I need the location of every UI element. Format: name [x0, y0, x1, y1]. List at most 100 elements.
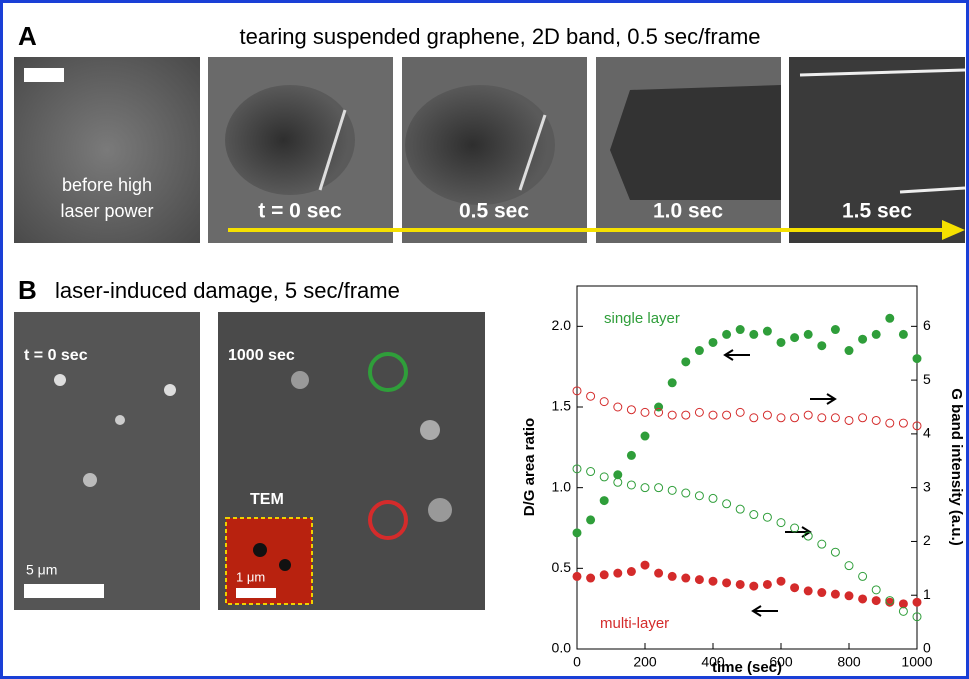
series-label: single layer: [604, 310, 680, 327]
point: [682, 489, 690, 497]
point: [777, 414, 785, 422]
frames: before high laser power t = 0 sec 0.5 se…: [14, 57, 965, 243]
x-tick-label: 400: [701, 654, 725, 670]
point: [668, 411, 676, 419]
point: [872, 416, 880, 424]
point: [750, 330, 758, 338]
point: [614, 471, 622, 479]
point: [750, 511, 758, 519]
point: [872, 597, 880, 605]
point: [859, 595, 867, 603]
point: [763, 327, 771, 335]
image-label: 1000 sec: [228, 347, 295, 364]
point: [668, 486, 676, 494]
y2-tick-label: 5: [923, 371, 931, 387]
y-tick-label: 0.0: [552, 640, 572, 656]
y2-tick-label: 3: [923, 478, 931, 494]
point: [682, 411, 690, 419]
y2-tick-label: 6: [923, 317, 931, 333]
point: [627, 481, 635, 489]
scale-label: 1 μm: [236, 569, 265, 584]
point: [831, 548, 839, 556]
figure: A tearing suspended graphene, 2D band, 0…: [0, 0, 969, 679]
point: [791, 414, 799, 422]
frame-label: laser power: [60, 201, 153, 221]
image-label: t = 0 sec: [24, 347, 88, 364]
point: [641, 408, 649, 416]
point: [791, 334, 799, 342]
point: [600, 497, 608, 505]
point: [899, 607, 907, 615]
x-tick-label: 1000: [901, 654, 932, 670]
axis-arrow: [810, 394, 835, 404]
point: [859, 572, 867, 580]
y2-tick-label: 1: [923, 586, 931, 602]
y2-tick-label: 2: [923, 532, 931, 548]
point: [831, 590, 839, 598]
point: [736, 505, 744, 513]
spot: [54, 374, 66, 386]
spot: [164, 384, 176, 396]
frame-label: t = 0 sec: [258, 200, 342, 223]
point: [818, 589, 826, 597]
scale-bar: [236, 588, 276, 598]
point: [641, 484, 649, 492]
point: [655, 484, 663, 492]
point: [804, 587, 812, 595]
point: [886, 314, 894, 322]
point: [723, 500, 731, 508]
scale-bar: [24, 584, 104, 598]
point: [831, 326, 839, 334]
point: [750, 414, 758, 422]
point: [709, 411, 717, 419]
y2-tick-label: 0: [923, 640, 931, 656]
spot: [428, 498, 452, 522]
hole: [610, 85, 781, 200]
spot: [115, 415, 125, 425]
point: [655, 569, 663, 577]
point: [600, 571, 608, 579]
point: [777, 577, 785, 585]
point: [736, 408, 744, 416]
point: [587, 392, 595, 400]
page: A tearing suspended graphene, 2D band, 0…: [0, 0, 969, 679]
axis-arrow: [785, 527, 810, 537]
point: [845, 562, 853, 570]
x-tick-label: 0: [573, 654, 581, 670]
hole: [405, 85, 555, 205]
y-axis-label: D/G area ratio: [521, 418, 538, 516]
x-tick-label: 600: [769, 654, 793, 670]
scale-bar: [24, 68, 64, 82]
panel-label: A: [18, 21, 37, 51]
point: [723, 579, 731, 587]
y-tick-label: 0.5: [552, 559, 572, 575]
frame-label: 0.5 sec: [459, 200, 529, 223]
point: [627, 406, 635, 414]
point: [709, 494, 717, 502]
point: [818, 342, 826, 350]
point: [695, 347, 703, 355]
point: [600, 473, 608, 481]
panel-title: laser-induced damage, 5 sec/frame: [55, 278, 400, 303]
chart: time (sec) D/G area ratio G band intensi…: [521, 286, 965, 676]
point: [614, 478, 622, 486]
point: [695, 576, 703, 584]
point: [872, 330, 880, 338]
panel-title: tearing suspended graphene, 2D band, 0.5…: [239, 24, 760, 49]
inset-label: TEM: [250, 491, 284, 508]
point: [641, 432, 649, 440]
point: [818, 540, 826, 548]
point: [804, 411, 812, 419]
series-label: multi-layer: [600, 615, 669, 632]
x-tick-label: 800: [837, 654, 861, 670]
damage-images: t = 0 sec 5 μm 1000 sec TEM 1 μm: [14, 312, 485, 610]
point: [695, 492, 703, 500]
point: [614, 569, 622, 577]
hole: [279, 559, 291, 571]
point: [818, 414, 826, 422]
point: [723, 411, 731, 419]
y2-axis-label: G band intensity (a.u.): [948, 388, 965, 546]
point: [763, 580, 771, 588]
point: [587, 516, 595, 524]
point: [614, 403, 622, 411]
